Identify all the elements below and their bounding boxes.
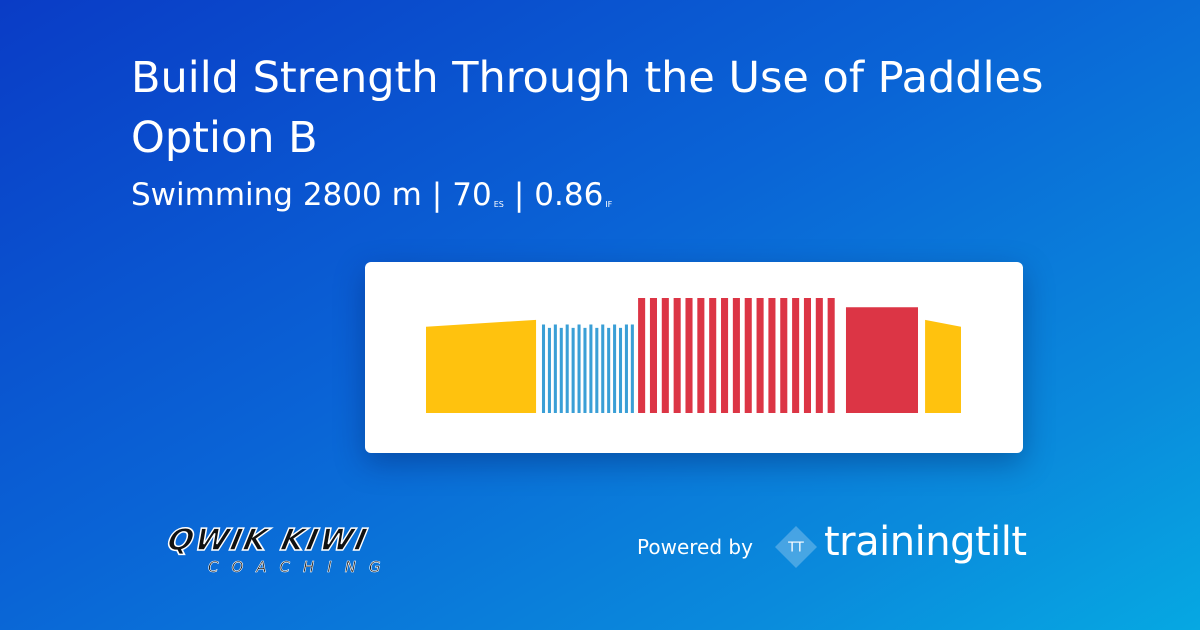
interval <box>721 298 729 413</box>
if-unit: IF <box>605 200 613 209</box>
interval <box>756 298 764 413</box>
separator: | <box>431 177 443 213</box>
es-unit: ES <box>493 200 504 209</box>
interval <box>553 324 557 413</box>
interval <box>613 324 617 413</box>
interval <box>649 298 658 413</box>
interval <box>618 327 623 413</box>
coach-logo: QWIK KIWI <box>164 522 373 559</box>
brand-icon: TT <box>775 526 817 568</box>
interval <box>673 298 681 413</box>
subtitle: Swimming 2800 m | 70 ES | 0.86 IF <box>131 172 612 228</box>
interval <box>925 319 961 413</box>
interval <box>792 298 800 413</box>
interval <box>583 327 587 413</box>
brand-icon-text: TT <box>787 541 804 556</box>
coach-logo-sub: COACHING <box>208 558 394 577</box>
interval <box>595 327 599 413</box>
title: Build Strength Through the Use of Paddle… <box>131 53 1044 163</box>
sport-distance: Swimming 2800 m <box>131 177 422 213</box>
interval <box>638 298 646 413</box>
interval <box>589 324 593 413</box>
interval <box>607 327 611 413</box>
brand-name: trainingtilt <box>824 519 1027 565</box>
interval <box>624 324 628 413</box>
interval <box>827 298 835 413</box>
interval <box>426 319 537 413</box>
interval <box>577 324 581 413</box>
interval <box>565 324 569 413</box>
interval <box>744 298 752 413</box>
interval <box>685 298 693 413</box>
interval <box>768 298 776 413</box>
interval <box>803 298 812 413</box>
interval <box>732 298 740 413</box>
interval <box>697 298 705 413</box>
separator: | <box>513 177 525 213</box>
interval <box>815 298 823 413</box>
workout-chart <box>426 298 961 413</box>
interval <box>547 327 551 413</box>
brand-diamond <box>775 526 817 568</box>
interval <box>601 324 605 413</box>
interval <box>709 298 717 413</box>
interval <box>541 324 546 413</box>
interval <box>845 307 919 413</box>
interval <box>559 327 563 413</box>
workout-card <box>365 262 1023 453</box>
interval <box>661 298 669 413</box>
if-value: 0.86 <box>534 177 604 213</box>
interval <box>571 327 575 413</box>
interval <box>630 324 634 413</box>
interval <box>780 298 788 413</box>
powered-by: Powered by <box>637 535 753 559</box>
es-value: 70 <box>452 177 492 213</box>
